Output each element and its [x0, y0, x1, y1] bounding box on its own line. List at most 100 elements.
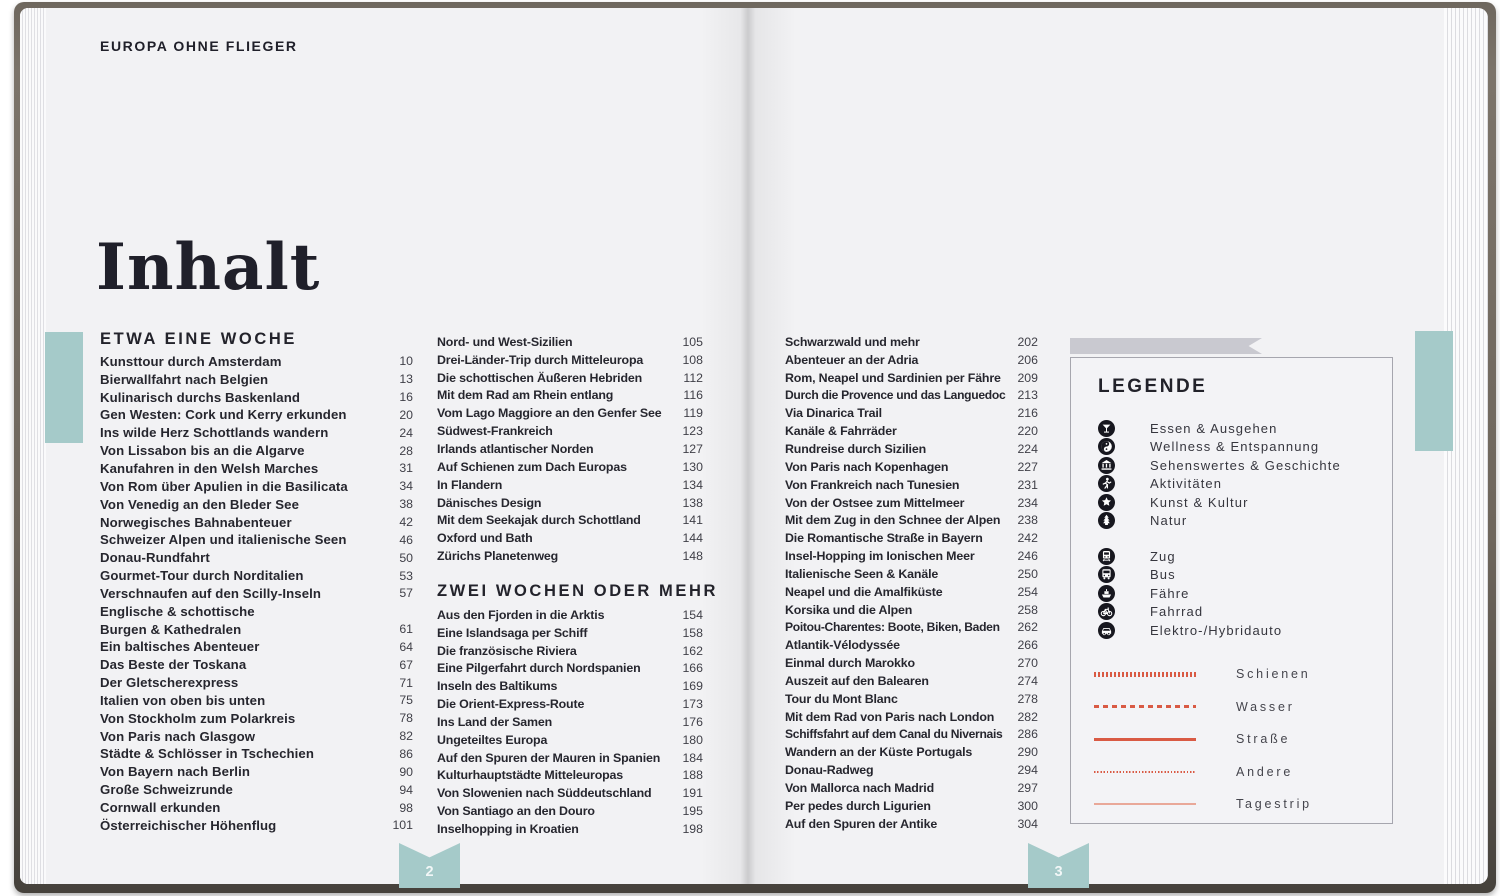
toc-entry-page: 24 — [399, 425, 413, 440]
toc-entry-page: 216 — [1017, 406, 1038, 421]
toc-entry-page: 278 — [1017, 691, 1038, 706]
toc-entry: Kunsttour durch Amsterdam 10 — [100, 353, 413, 371]
toc-entry: Nord- und West-Sizilien 105 — [437, 333, 703, 351]
page-edge-stack-left — [20, 8, 46, 884]
toc-entry-title: Von Stockholm zum Polarkreis — [100, 710, 296, 726]
legend-row: Kunst & Kultur — [1098, 493, 1341, 512]
toc-entry-title: Schiffsfahrt auf dem Canal du Nivernais — [785, 727, 1003, 742]
toc-entry-page: 270 — [1017, 656, 1038, 671]
ferry-icon — [1098, 584, 1115, 602]
toc-entry-title: Von Rom über Apulien in die Basilicata — [100, 478, 348, 494]
toc-entry: Poitou-Charentes: Boote, Biken, Baden 26… — [785, 619, 1038, 637]
toc-entry: Insel-Hopping im Ionischen Meer 246 — [785, 547, 1038, 565]
toc-entry-page: 206 — [1017, 352, 1038, 367]
toc-entry-title: Kulinarisch durchs Baskenland — [100, 389, 301, 405]
toc-entry-page: 242 — [1017, 531, 1038, 546]
toc-entry-page: 176 — [682, 714, 703, 729]
toc-entry-title: Dänisches Design — [437, 495, 542, 510]
toc-entry-page: 10 — [399, 354, 413, 369]
toc-entry-title: Kanäle & Fahrräder — [785, 424, 897, 439]
toc-entry-title: Donau-Rundfahrt — [100, 550, 210, 566]
legend-label: Sehenswertes & Geschichte — [1150, 457, 1341, 473]
toc-entry-page: 286 — [1017, 727, 1038, 742]
toc-entry-title: Tour du Mont Blanc — [785, 691, 898, 706]
toc-entry: Aus den Fjorden in die Arktis 154 — [437, 606, 703, 624]
toc-entry-page: 195 — [682, 804, 703, 819]
toc-entry-title: Auszeit auf den Balearen — [785, 673, 929, 688]
toc-entry: Die schottischen Äußeren Hebriden 112 — [437, 369, 703, 387]
toc-entry-title: Einmal durch Marokko — [785, 656, 915, 671]
toc-entry-page: 86 — [399, 746, 413, 761]
route-line-label: Tagestrip — [1236, 797, 1312, 812]
toc-entry-title: Der Gletscherexpress — [100, 675, 239, 691]
toc-entry-title: Wandern an der Küste Portugals — [785, 745, 973, 760]
legend-row: Sehenswertes & Geschichte — [1098, 456, 1341, 475]
toc-entry: Rundreise durch Sizilien 224 — [785, 440, 1038, 458]
toc-entry: Von Slowenien nach Süddeutschland 191 — [437, 784, 703, 802]
toc-entry-title: Ein baltisches Abenteuer — [100, 639, 260, 655]
page-title: Inhalt — [96, 230, 321, 305]
legend-label: Wellness & Entspannung — [1150, 439, 1320, 455]
museum-icon — [1098, 456, 1115, 474]
toc-entry-page: 184 — [682, 750, 703, 765]
toc-entry-page: 61 — [399, 622, 413, 637]
toc-entry: Dänisches Design 138 — [437, 494, 703, 512]
toc-entry-title: Italienische Seen & Kanäle — [785, 566, 939, 581]
toc-entry: Auszeit auf den Balearen 274 — [785, 672, 1038, 690]
toc-entry-page: 116 — [683, 388, 703, 403]
legend-row: Wellness & Entspannung — [1098, 438, 1341, 457]
toc-entry-page: 112 — [683, 370, 703, 385]
book-header: EUROPA OHNE FLIEGER — [100, 38, 298, 54]
toc-entry: Italienische Seen & Kanäle 250 — [785, 565, 1038, 583]
toc-entry-title: Per pedes durch Ligurien — [785, 798, 931, 813]
toc-entry: Mit dem Seekajak durch Schottland 141 — [437, 511, 703, 529]
toc-entry-title: Donau-Radweg — [785, 763, 874, 778]
toc-entry: Donau-Radweg 294 — [785, 761, 1038, 779]
toc-entry-title: Norwegisches Bahnabenteuer — [100, 514, 292, 530]
legend-label: Bus — [1150, 567, 1176, 583]
toc-entry-title: Die Romantische Straße in Bayern — [785, 531, 983, 546]
toc-entry-page: 98 — [399, 800, 413, 815]
toc-entry-page: 173 — [682, 697, 703, 712]
toc-entry-title: Drei-Länder-Trip durch Mitteleuropa — [437, 352, 644, 367]
toc-entry-page: 220 — [1017, 424, 1038, 439]
toc-entry: Korsika und die Alpen 258 — [785, 601, 1038, 619]
toc-entry-page: 246 — [1017, 549, 1038, 564]
toc-entry: Die französische Riviera 162 — [437, 642, 703, 660]
toc-entry: Mit dem Zug in den Schnee der Alpen 238 — [785, 511, 1038, 529]
toc-entry-title: Kanufahren in den Welsh Marches — [100, 460, 319, 476]
legend-label: Kunst & Kultur — [1150, 494, 1249, 510]
toc-entry-page: 224 — [1017, 441, 1038, 456]
toc-entry-title: Österreichischer Höhenflug — [100, 817, 277, 833]
toc-entry: Schwarzwald und mehr 202 — [785, 333, 1038, 351]
toc-entry-title: Von Paris nach Glasgow — [100, 728, 256, 744]
toc-entry: Von Lissabon bis an die Algarve 28 — [100, 442, 413, 460]
toc-entry-page: 34 — [399, 479, 413, 494]
toc-entry-title: Städte & Schlösser in Tschechien — [100, 746, 315, 762]
toc-entry-title: Korsika und die Alpen — [785, 602, 913, 617]
legend-line-row: Andere — [1094, 756, 1312, 789]
toc-entry-title: Italien von oben bis unten — [100, 692, 266, 708]
toc-entry-title: Mit dem Rad am Rhein entlang — [437, 388, 614, 403]
toc-entry: Der Gletscherexpress 71 — [100, 674, 413, 692]
toc-entry-page: 162 — [682, 643, 703, 658]
toc-entry: Burgen & Kathedralen 61 — [100, 620, 413, 638]
toc-entry-page: 191 — [682, 786, 703, 801]
toc-entry-title: Ins Land der Samen — [437, 714, 553, 729]
route-line-sample — [1094, 737, 1196, 741]
toc-entry-page: 282 — [1017, 709, 1038, 724]
toc-entry-page: 180 — [682, 732, 703, 747]
toc-entry-page: 94 — [399, 782, 413, 797]
toc-entry-page: 64 — [399, 639, 413, 654]
legend-label: Natur — [1150, 513, 1188, 529]
book-gutter — [700, 8, 796, 884]
toc-entry-title: Kunsttour durch Amsterdam — [100, 353, 282, 369]
toc-entry-page: 42 — [399, 515, 413, 530]
toc-entry-title: In Flandern — [437, 477, 503, 492]
toc-entry-page: 209 — [1017, 370, 1038, 385]
toc-entry-page: 78 — [399, 711, 413, 726]
legend-row: Fähre — [1098, 584, 1282, 603]
toc-entry-page: 250 — [1017, 566, 1038, 581]
toc-entry-title: Burgen & Kathedralen — [100, 621, 242, 637]
toc-entry: Von Stockholm zum Polarkreis 78 — [100, 709, 413, 727]
